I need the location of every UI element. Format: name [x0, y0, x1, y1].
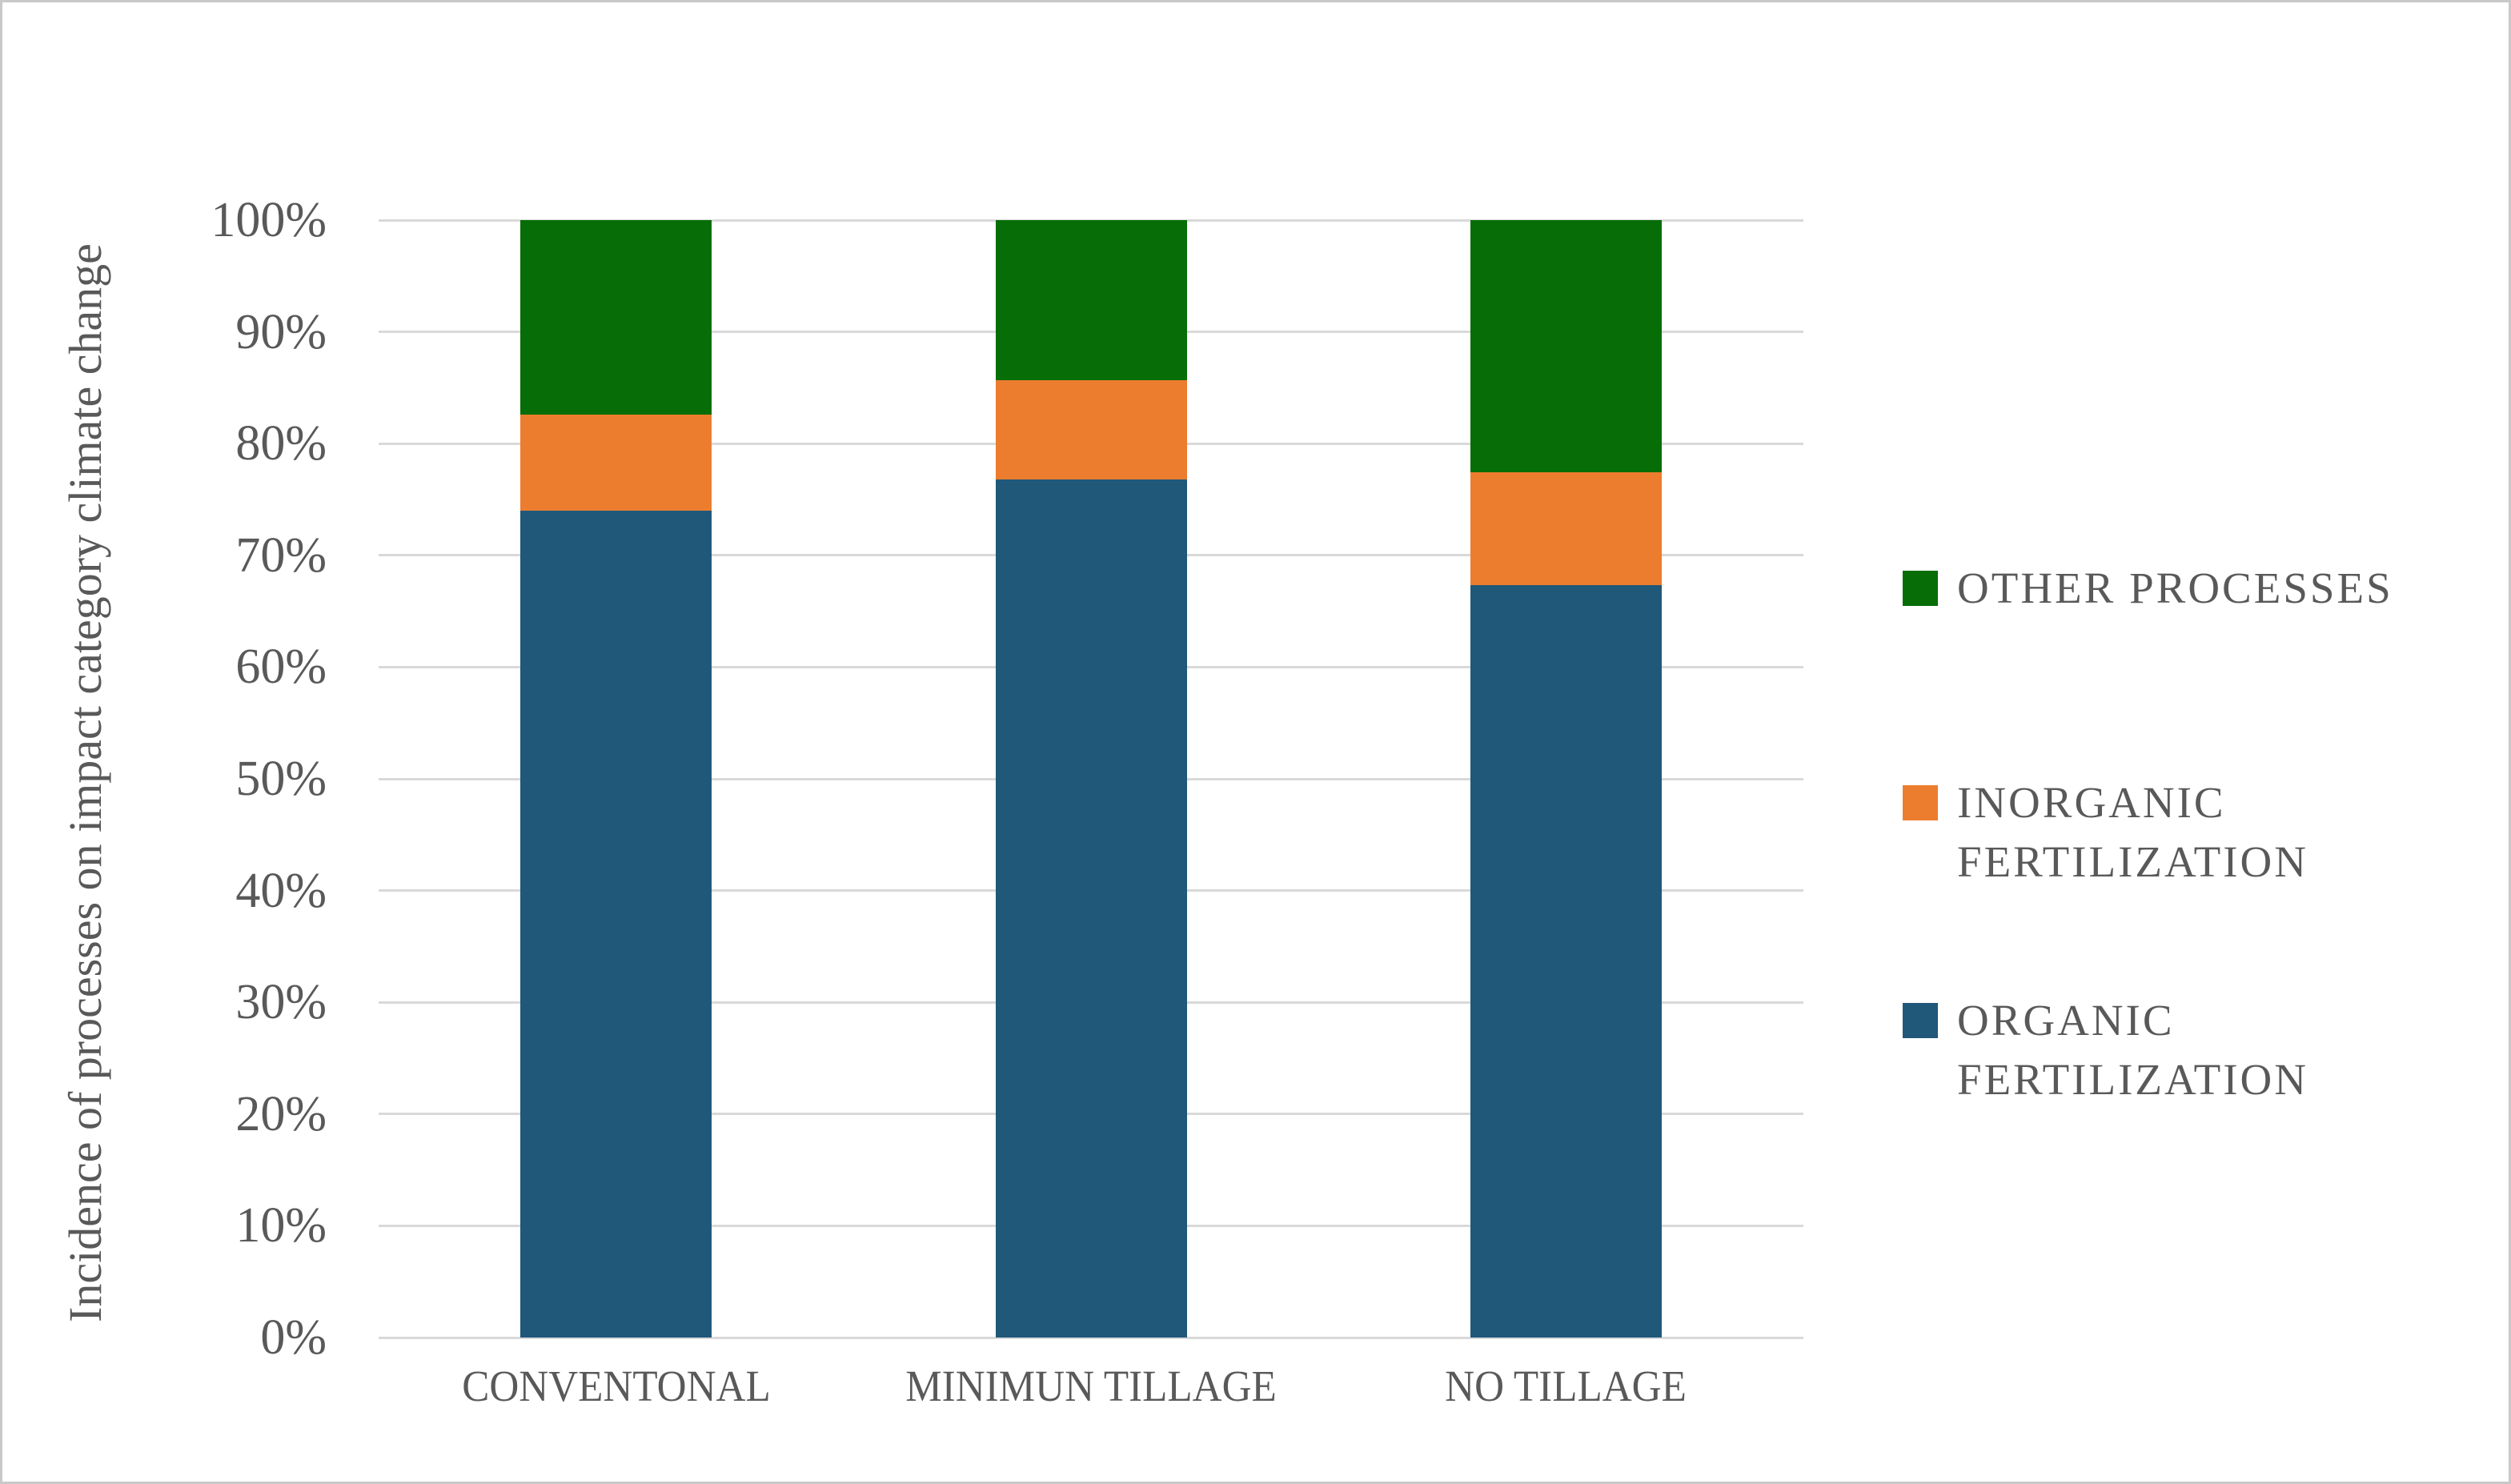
bar-segment-organic-fertilization	[1470, 585, 1662, 1338]
legend-entry-inorganic-fertilization: INORGANIC FERTILIZATION	[1903, 773, 2469, 892]
legend-entry-organic-fertilization: ORGANIC FERTILIZATION	[1903, 991, 2469, 1109]
stacked-bar-minimun-tillage	[995, 220, 1187, 1338]
y-axis-tick-label: 100%	[211, 193, 327, 247]
gridline	[379, 1336, 1803, 1339]
legend-color-swatch	[1903, 1003, 1938, 1038]
y-axis-tick-label: 10%	[235, 1198, 327, 1253]
bar-segment-other-processes	[995, 220, 1187, 380]
legend-color-swatch	[1903, 571, 1938, 606]
y-axis-tick-label: 70%	[235, 527, 327, 583]
y-axis-tick-label: 0%	[260, 1310, 327, 1365]
bar-segment-inorganic-fertilization	[520, 414, 712, 511]
category-label: CONVENTONAL	[461, 1362, 771, 1410]
legend-entry-other-processes: OTHER PROCESSES	[1903, 559, 2469, 618]
y-axis-tick-label: 50%	[235, 752, 327, 806]
stacked-bar-conventonal	[520, 220, 712, 1338]
legend-label: OTHER PROCESSES	[1957, 564, 2393, 612]
y-axis-tick-label: 20%	[235, 1086, 327, 1141]
category-label: MINIMUN TILLAGE	[905, 1362, 1277, 1410]
bar-segment-inorganic-fertilization	[1470, 472, 1662, 586]
bar-segment-organic-fertilization	[520, 510, 712, 1338]
category-label: NO TILLAGE	[1445, 1362, 1687, 1410]
stacked-bar-no-tillage	[1470, 220, 1662, 1338]
plot-area	[379, 219, 1803, 1339]
y-axis-tick-label: 80%	[235, 416, 327, 471]
legend-label: INORGANIC FERTILIZATION	[1957, 778, 2308, 886]
legend-label: ORGANIC FERTILIZATION	[1957, 996, 2308, 1104]
bar-segment-other-processes	[1470, 220, 1662, 473]
y-axis-tick-label: 30%	[235, 975, 327, 1030]
y-axis-tick-label: 90%	[235, 304, 327, 359]
bar-segment-inorganic-fertilization	[995, 379, 1187, 479]
y-axis-tick-label: 60%	[235, 640, 327, 695]
y-axis-tick-label: 40%	[235, 863, 327, 918]
legend-color-swatch	[1903, 785, 1938, 820]
bar-segment-organic-fertilization	[995, 479, 1187, 1338]
chart-legend: OTHER PROCESSES INORGANIC FERTILIZATION OR…	[1903, 2, 2479, 1482]
bar-segment-other-processes	[520, 220, 712, 415]
